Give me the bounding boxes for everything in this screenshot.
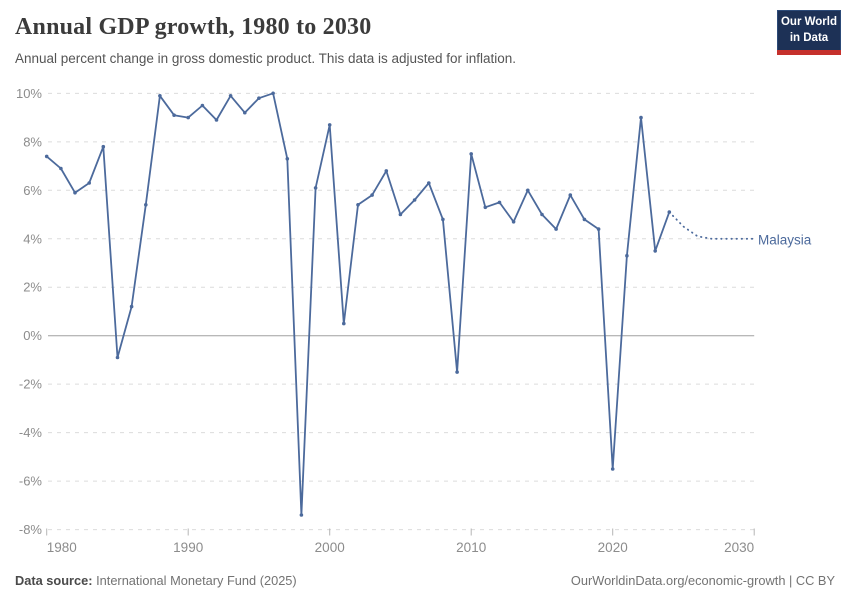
page-title: Annual GDP growth, 1980 to 2030 [15,14,372,40]
data-point-marker [299,513,304,517]
data-point-marker [526,188,530,193]
data-point-marker [73,190,77,195]
data-point-marker [214,118,219,122]
x-tick-label: 1980 [47,540,77,555]
chart-footer: Data source: International Monetary Fund… [15,573,835,588]
data-point-marker [596,227,601,231]
data-point-marker [568,193,573,197]
data-source-note: Data source: International Monetary Fund… [15,573,297,588]
data-point-marker [257,96,261,100]
owid-logo-red-bar [777,50,841,55]
data-point-marker [101,144,106,149]
data-point-marker [129,304,134,309]
gdp-line [45,92,671,516]
y-tick-label: -2% [19,377,43,392]
data-point-marker [327,123,332,127]
y-tick-label: -4% [19,425,43,440]
y-tick-label: -6% [19,474,43,489]
data-point-marker [59,166,63,171]
data-point-marker [540,212,544,217]
data-point-marker [554,227,558,231]
data-point-marker [200,103,205,108]
data-point-marker [653,249,657,253]
data-point-marker [44,154,49,159]
data-point-marker [455,370,459,374]
x-tick-label: 2020 [598,540,628,555]
data-point-marker [356,203,360,207]
data-point-marker [469,152,474,156]
data-point-marker [412,198,417,202]
y-tick-label: 2% [23,280,42,295]
y-tick-label: -8% [19,522,43,537]
data-point-marker [243,110,247,115]
data-point-marker [667,210,672,214]
data-point-marker [144,203,148,207]
data-point-marker [172,113,176,117]
x-tick-label: 2010 [456,540,486,555]
data-point-marker [582,217,587,222]
data-point-marker [313,186,318,190]
data-point-marker [610,467,615,471]
x-tick-label: 2000 [315,540,345,555]
data-point-marker [497,200,502,205]
data-point-marker [398,212,403,217]
data-source-label: Data source: [15,573,93,588]
y-tick-label: 6% [23,183,42,198]
y-tick-label: 4% [23,231,42,246]
data-source-value: International Monetary Fund (2025) [92,573,297,588]
data-point-marker [115,355,120,360]
data-point-marker [87,181,91,185]
owid-url-link[interactable]: OurWorldinData.org/economic-growth | CC … [570,573,835,588]
data-point-marker [427,181,431,185]
owid-logo-text-line1: Our World [780,15,837,28]
chart-subtitle: Annual percent change in gross domestic … [15,51,517,66]
data-point-marker [511,220,516,224]
x-tick-label: 2030 [724,540,754,555]
gdp-projection-line [668,211,756,240]
data-point-marker [271,91,275,96]
series-label-malaysia[interactable]: Malaysia [758,232,812,247]
owid-logo-text-line2: in Data [789,31,829,44]
owid-logo: Our World in Data [777,10,841,55]
y-tick-label: 10% [16,86,42,101]
data-point-marker [186,115,190,120]
y-tick-label: 0% [23,328,42,343]
data-point-marker [639,115,643,120]
x-tick-label: 1990 [173,540,203,555]
data-point-marker [441,217,445,222]
data-point-marker [342,321,346,326]
data-point-marker [228,94,233,98]
data-point-marker [384,169,389,173]
y-tick-label: 8% [23,134,42,149]
data-point-marker [158,94,162,98]
data-point-marker [370,193,374,197]
data-point-marker [625,253,629,258]
data-point-marker [285,157,290,161]
data-point-marker [483,205,488,210]
